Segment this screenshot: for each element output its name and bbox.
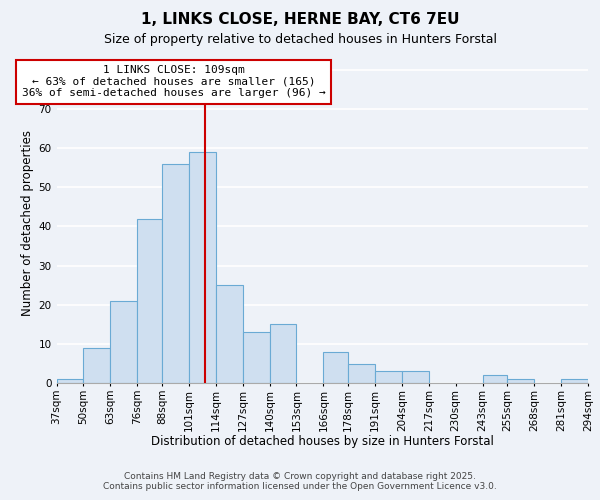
Bar (482, 376, 508, 383)
Bar (110, 301, 137, 383)
Bar (348, 364, 375, 383)
Bar (137, 218, 162, 383)
Y-axis label: Number of detached properties: Number of detached properties (22, 130, 34, 316)
Bar (162, 164, 189, 383)
Text: Contains public sector information licensed under the Open Government Licence v3: Contains public sector information licen… (103, 482, 497, 491)
Bar (189, 152, 216, 383)
Text: Size of property relative to detached houses in Hunters Forstal: Size of property relative to detached ho… (104, 32, 497, 46)
Bar (83, 348, 110, 383)
Text: 1, LINKS CLOSE, HERNE BAY, CT6 7EU: 1, LINKS CLOSE, HERNE BAY, CT6 7EU (141, 12, 459, 28)
Bar (323, 352, 348, 383)
Bar (56, 380, 83, 383)
Bar (402, 372, 429, 383)
Bar (216, 286, 242, 383)
Bar (242, 332, 269, 383)
Text: 1 LINKS CLOSE: 109sqm
← 63% of detached houses are smaller (165)
36% of semi-det: 1 LINKS CLOSE: 109sqm ← 63% of detached … (22, 65, 325, 98)
Text: Contains HM Land Registry data © Crown copyright and database right 2025.: Contains HM Land Registry data © Crown c… (124, 472, 476, 481)
Bar (561, 380, 588, 383)
Bar (375, 372, 402, 383)
X-axis label: Distribution of detached houses by size in Hunters Forstal: Distribution of detached houses by size … (151, 435, 494, 448)
Bar (269, 324, 296, 383)
Bar (508, 380, 534, 383)
